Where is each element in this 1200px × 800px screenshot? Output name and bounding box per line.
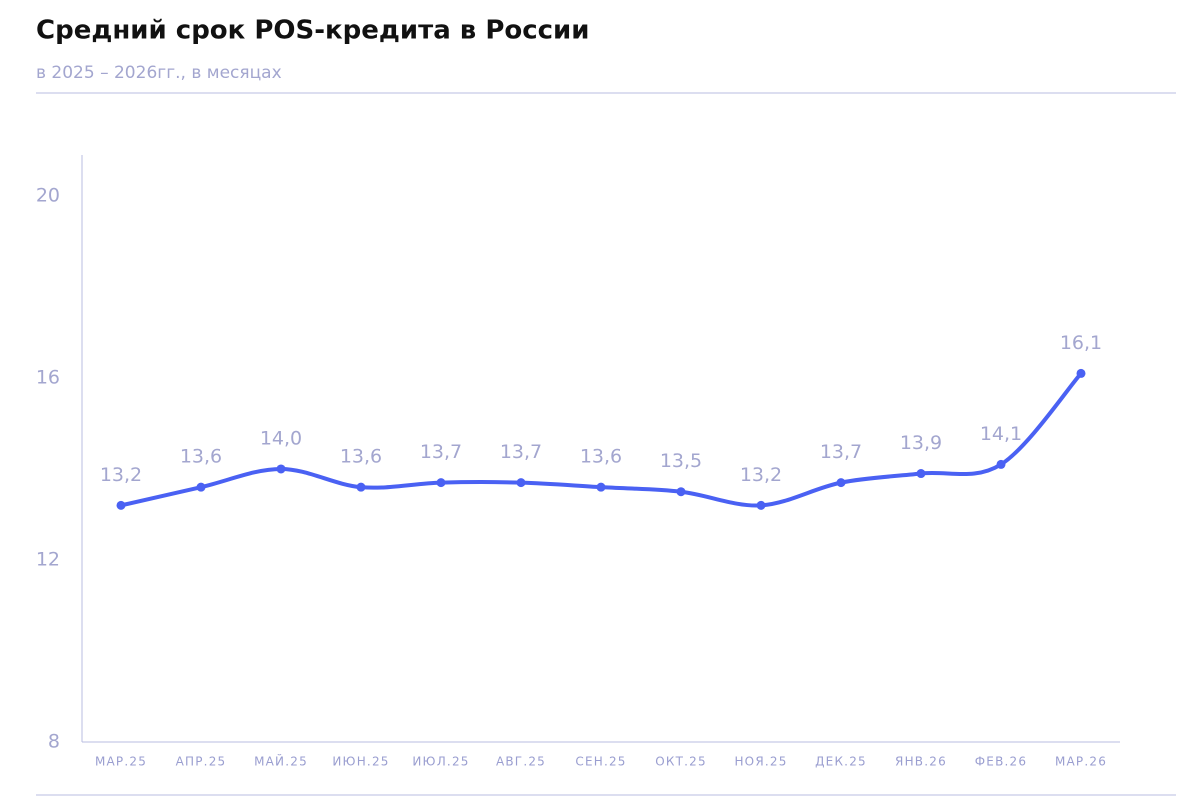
data-label: 13,7 bbox=[500, 441, 542, 463]
x-tick-label: ДЕК.25 bbox=[815, 755, 867, 769]
data-label: 13,6 bbox=[580, 446, 622, 468]
y-tick-label: 8 bbox=[48, 731, 60, 753]
x-tick-label: МАР.26 bbox=[1055, 755, 1107, 769]
x-tick-label: ФЕВ.26 bbox=[975, 755, 1027, 769]
x-tick-label: СЕН.25 bbox=[575, 755, 626, 769]
x-tick-label: ЯНВ.26 bbox=[895, 755, 947, 769]
data-label: 13,7 bbox=[420, 441, 462, 463]
data-label: 13,2 bbox=[100, 464, 142, 486]
point bbox=[756, 500, 766, 510]
x-tick-label: НОЯ.25 bbox=[734, 755, 787, 769]
chart-subtitle: в 2025 – 2026гг., в месяцах bbox=[36, 63, 282, 83]
x-tick-label: АВГ.25 bbox=[496, 755, 546, 769]
point bbox=[996, 459, 1006, 469]
data-label: 14,1 bbox=[980, 423, 1022, 445]
point bbox=[1076, 368, 1086, 378]
data-label: 13,2 bbox=[740, 464, 782, 486]
y-tick-label: 16 bbox=[36, 366, 60, 388]
point bbox=[596, 482, 606, 492]
data-label: 14,0 bbox=[260, 427, 302, 449]
point bbox=[676, 487, 686, 497]
data-label: 13,9 bbox=[900, 432, 942, 454]
point bbox=[116, 500, 126, 510]
data-label: 16,1 bbox=[1060, 332, 1102, 354]
y-tick-label: 20 bbox=[36, 184, 60, 206]
y-tick-label: 12 bbox=[36, 548, 60, 570]
point bbox=[196, 482, 206, 492]
data-label: 13,7 bbox=[820, 441, 862, 463]
x-tick-label: ИЮН.25 bbox=[332, 755, 389, 769]
point bbox=[356, 482, 366, 492]
data-label: 13,6 bbox=[180, 446, 222, 468]
chart-title: Средний срок POS-кредита в России bbox=[36, 16, 590, 46]
data-label: 13,6 bbox=[340, 446, 382, 468]
x-tick-label: ИЮЛ.25 bbox=[412, 755, 469, 769]
point bbox=[516, 478, 526, 488]
x-tick-label: МАЙ.25 bbox=[254, 754, 308, 769]
x-tick-label: ОКТ.25 bbox=[655, 755, 707, 769]
point bbox=[916, 469, 926, 479]
point bbox=[276, 464, 286, 474]
point bbox=[436, 478, 446, 488]
x-tick-label: АПР.25 bbox=[176, 755, 227, 769]
data-label: 13,5 bbox=[660, 450, 702, 472]
x-tick-label: МАР.25 bbox=[95, 755, 147, 769]
point bbox=[836, 478, 846, 488]
